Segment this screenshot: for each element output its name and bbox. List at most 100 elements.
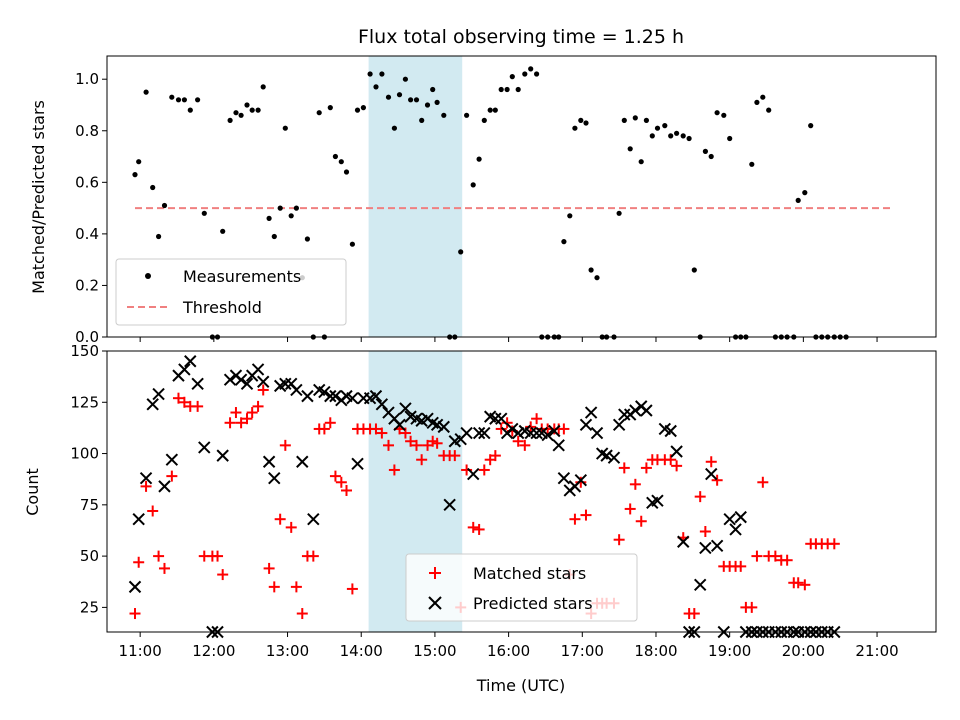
x-tick-label: 13:00 — [266, 642, 309, 660]
measurements-point — [654, 125, 661, 131]
measurements-point — [668, 133, 674, 139]
measurements-point — [721, 112, 727, 118]
matched-stars-point — [671, 460, 683, 472]
measurements-point — [643, 117, 650, 123]
measurements-point — [293, 205, 299, 211]
predicted-stars-point — [257, 375, 270, 388]
measurements-point — [708, 153, 714, 160]
predicted-stars-point — [693, 578, 707, 592]
matched-stars-point — [624, 503, 636, 515]
bottom-legend-matched-label: Matched stars — [473, 564, 586, 583]
measurements-point — [266, 215, 272, 221]
matched-stars-point — [519, 439, 531, 451]
matched-stars-point — [449, 450, 461, 462]
top-y-tick-label: 0.8 — [75, 122, 99, 140]
matched-stars-point — [489, 450, 501, 462]
predicted-stars-point — [579, 418, 593, 432]
measurements-point — [714, 110, 720, 116]
measurements-point — [470, 182, 476, 188]
predicted-stars-point — [530, 426, 543, 440]
matched-stars-point — [512, 435, 524, 447]
x-tick-label: 21:00 — [855, 642, 898, 660]
predicted-stars-point — [399, 402, 412, 415]
measurements-point — [680, 133, 686, 139]
predicted-stars-point — [729, 523, 742, 536]
matched-stars-point — [307, 550, 319, 562]
measurements-point — [271, 233, 277, 240]
bottom-y-tick-label: 100 — [70, 445, 99, 463]
measurements-point — [691, 267, 697, 273]
matched-stars-point — [705, 456, 717, 468]
top-y-tick-label: 0.0 — [75, 328, 99, 346]
bottom-legend-matched-marker — [429, 567, 441, 579]
predicted-stars-point — [158, 480, 171, 493]
predicted-stars-point — [600, 449, 613, 462]
bottom-y-axis-label: Count — [23, 468, 42, 516]
predicted-stars-point — [198, 441, 211, 454]
measurements-point — [136, 159, 142, 165]
top-panel-highlight-span — [368, 56, 463, 337]
matched-stars-point — [525, 421, 537, 433]
matched-stars-point — [241, 413, 253, 425]
measurements-point — [181, 97, 187, 103]
predicted-stars-point — [301, 389, 314, 403]
measurements-point — [349, 241, 355, 247]
predicted-stars-point — [618, 408, 631, 421]
measurements-point — [588, 267, 594, 273]
predicted-stars-point — [307, 512, 320, 526]
measurements-point — [662, 123, 668, 129]
predicted-stars-point — [478, 426, 491, 440]
predicted-stars-point — [132, 512, 145, 526]
measurements-point — [627, 146, 633, 152]
measurements-point — [396, 92, 403, 98]
matched-stars-point — [467, 521, 479, 533]
matched-stars-point — [192, 400, 204, 412]
predicted-stars-point — [584, 406, 598, 419]
predicted-stars-point — [677, 535, 690, 548]
matched-stars-point — [558, 423, 570, 435]
x-tick-label: 20:00 — [782, 642, 825, 660]
x-tick-label: 12:00 — [192, 642, 235, 660]
measurements-point — [578, 117, 584, 123]
matched-stars-point — [746, 601, 758, 613]
measurements-point — [233, 110, 239, 116]
matched-stars-point — [147, 505, 159, 517]
x-tick-label: 19:00 — [708, 642, 751, 660]
bottom-legend-box — [405, 553, 638, 622]
predicted-stars-point — [612, 418, 626, 432]
predicted-stars-point — [467, 467, 480, 481]
matched-stars-point — [751, 550, 763, 562]
matched-stars-point — [569, 513, 581, 525]
measurements-point — [567, 213, 573, 219]
measurements-point — [760, 94, 766, 100]
matched-stars-point — [324, 417, 336, 429]
predicted-stars-point — [699, 541, 712, 555]
measurements-point — [674, 130, 680, 136]
measurements-point — [255, 107, 261, 113]
measurements-point — [385, 94, 392, 100]
predicted-stars-point — [375, 398, 389, 411]
matched-stars-point — [335, 476, 347, 488]
matched-stars-point — [694, 491, 706, 503]
measurements-point — [201, 210, 207, 216]
matched-stars-point — [688, 608, 700, 620]
matched-stars-point — [340, 484, 352, 496]
measurements-point — [430, 86, 436, 93]
bottom-panel-frame — [106, 350, 937, 633]
measurements-point — [195, 97, 201, 103]
top-panel-frame — [106, 55, 937, 338]
matched-stars-point — [133, 556, 145, 568]
measurements-point — [509, 74, 515, 80]
predicted-stars-point — [191, 377, 204, 391]
measurements-point — [332, 153, 338, 160]
measurements-point — [441, 112, 447, 118]
measurements-point — [702, 148, 709, 154]
matched-stars-point — [613, 534, 625, 546]
matched-stars-point — [781, 554, 793, 566]
measurements-point — [434, 99, 440, 105]
matched-stars-point — [531, 413, 543, 425]
predicted-stars-point — [329, 389, 342, 403]
measurements-point — [150, 184, 156, 191]
matched-stars-point — [217, 569, 229, 581]
matched-stars-point — [252, 400, 264, 412]
